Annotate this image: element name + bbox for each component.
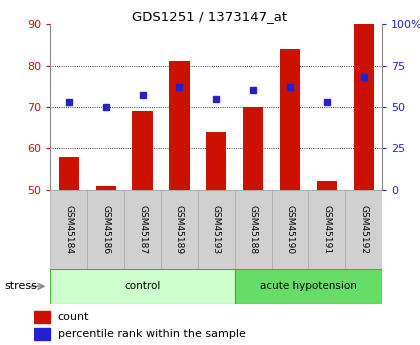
Text: GSM45191: GSM45191 <box>323 205 331 254</box>
Text: percentile rank within the sample: percentile rank within the sample <box>58 329 246 339</box>
Bar <box>87 190 124 269</box>
Bar <box>169 61 189 190</box>
Text: GSM45184: GSM45184 <box>64 205 74 254</box>
Text: control: control <box>124 282 161 291</box>
Bar <box>96 186 116 190</box>
Bar <box>124 190 161 269</box>
Text: GSM45186: GSM45186 <box>101 205 110 254</box>
Text: count: count <box>58 312 89 322</box>
Text: GSM45190: GSM45190 <box>286 205 294 254</box>
Bar <box>34 328 50 340</box>
Bar <box>132 111 153 190</box>
Bar <box>50 190 87 269</box>
Bar <box>354 24 374 190</box>
Bar <box>317 181 337 190</box>
Bar <box>34 310 50 323</box>
Text: GDS1251 / 1373147_at: GDS1251 / 1373147_at <box>132 10 288 23</box>
Bar <box>235 190 272 269</box>
Text: stress: stress <box>4 282 37 291</box>
Bar <box>198 190 235 269</box>
Bar <box>161 190 198 269</box>
Text: GSM45187: GSM45187 <box>138 205 147 254</box>
Bar <box>345 190 382 269</box>
Bar <box>50 269 235 304</box>
Bar <box>272 190 308 269</box>
Text: acute hypotension: acute hypotension <box>260 282 357 291</box>
Text: GSM45192: GSM45192 <box>359 205 368 254</box>
Bar <box>243 107 263 190</box>
Bar <box>280 49 300 190</box>
Text: GSM45188: GSM45188 <box>249 205 257 254</box>
Bar <box>308 190 345 269</box>
Text: GSM45193: GSM45193 <box>212 205 221 254</box>
Bar <box>206 132 226 190</box>
Text: GSM45189: GSM45189 <box>175 205 184 254</box>
Bar <box>235 269 382 304</box>
Bar <box>59 157 79 190</box>
